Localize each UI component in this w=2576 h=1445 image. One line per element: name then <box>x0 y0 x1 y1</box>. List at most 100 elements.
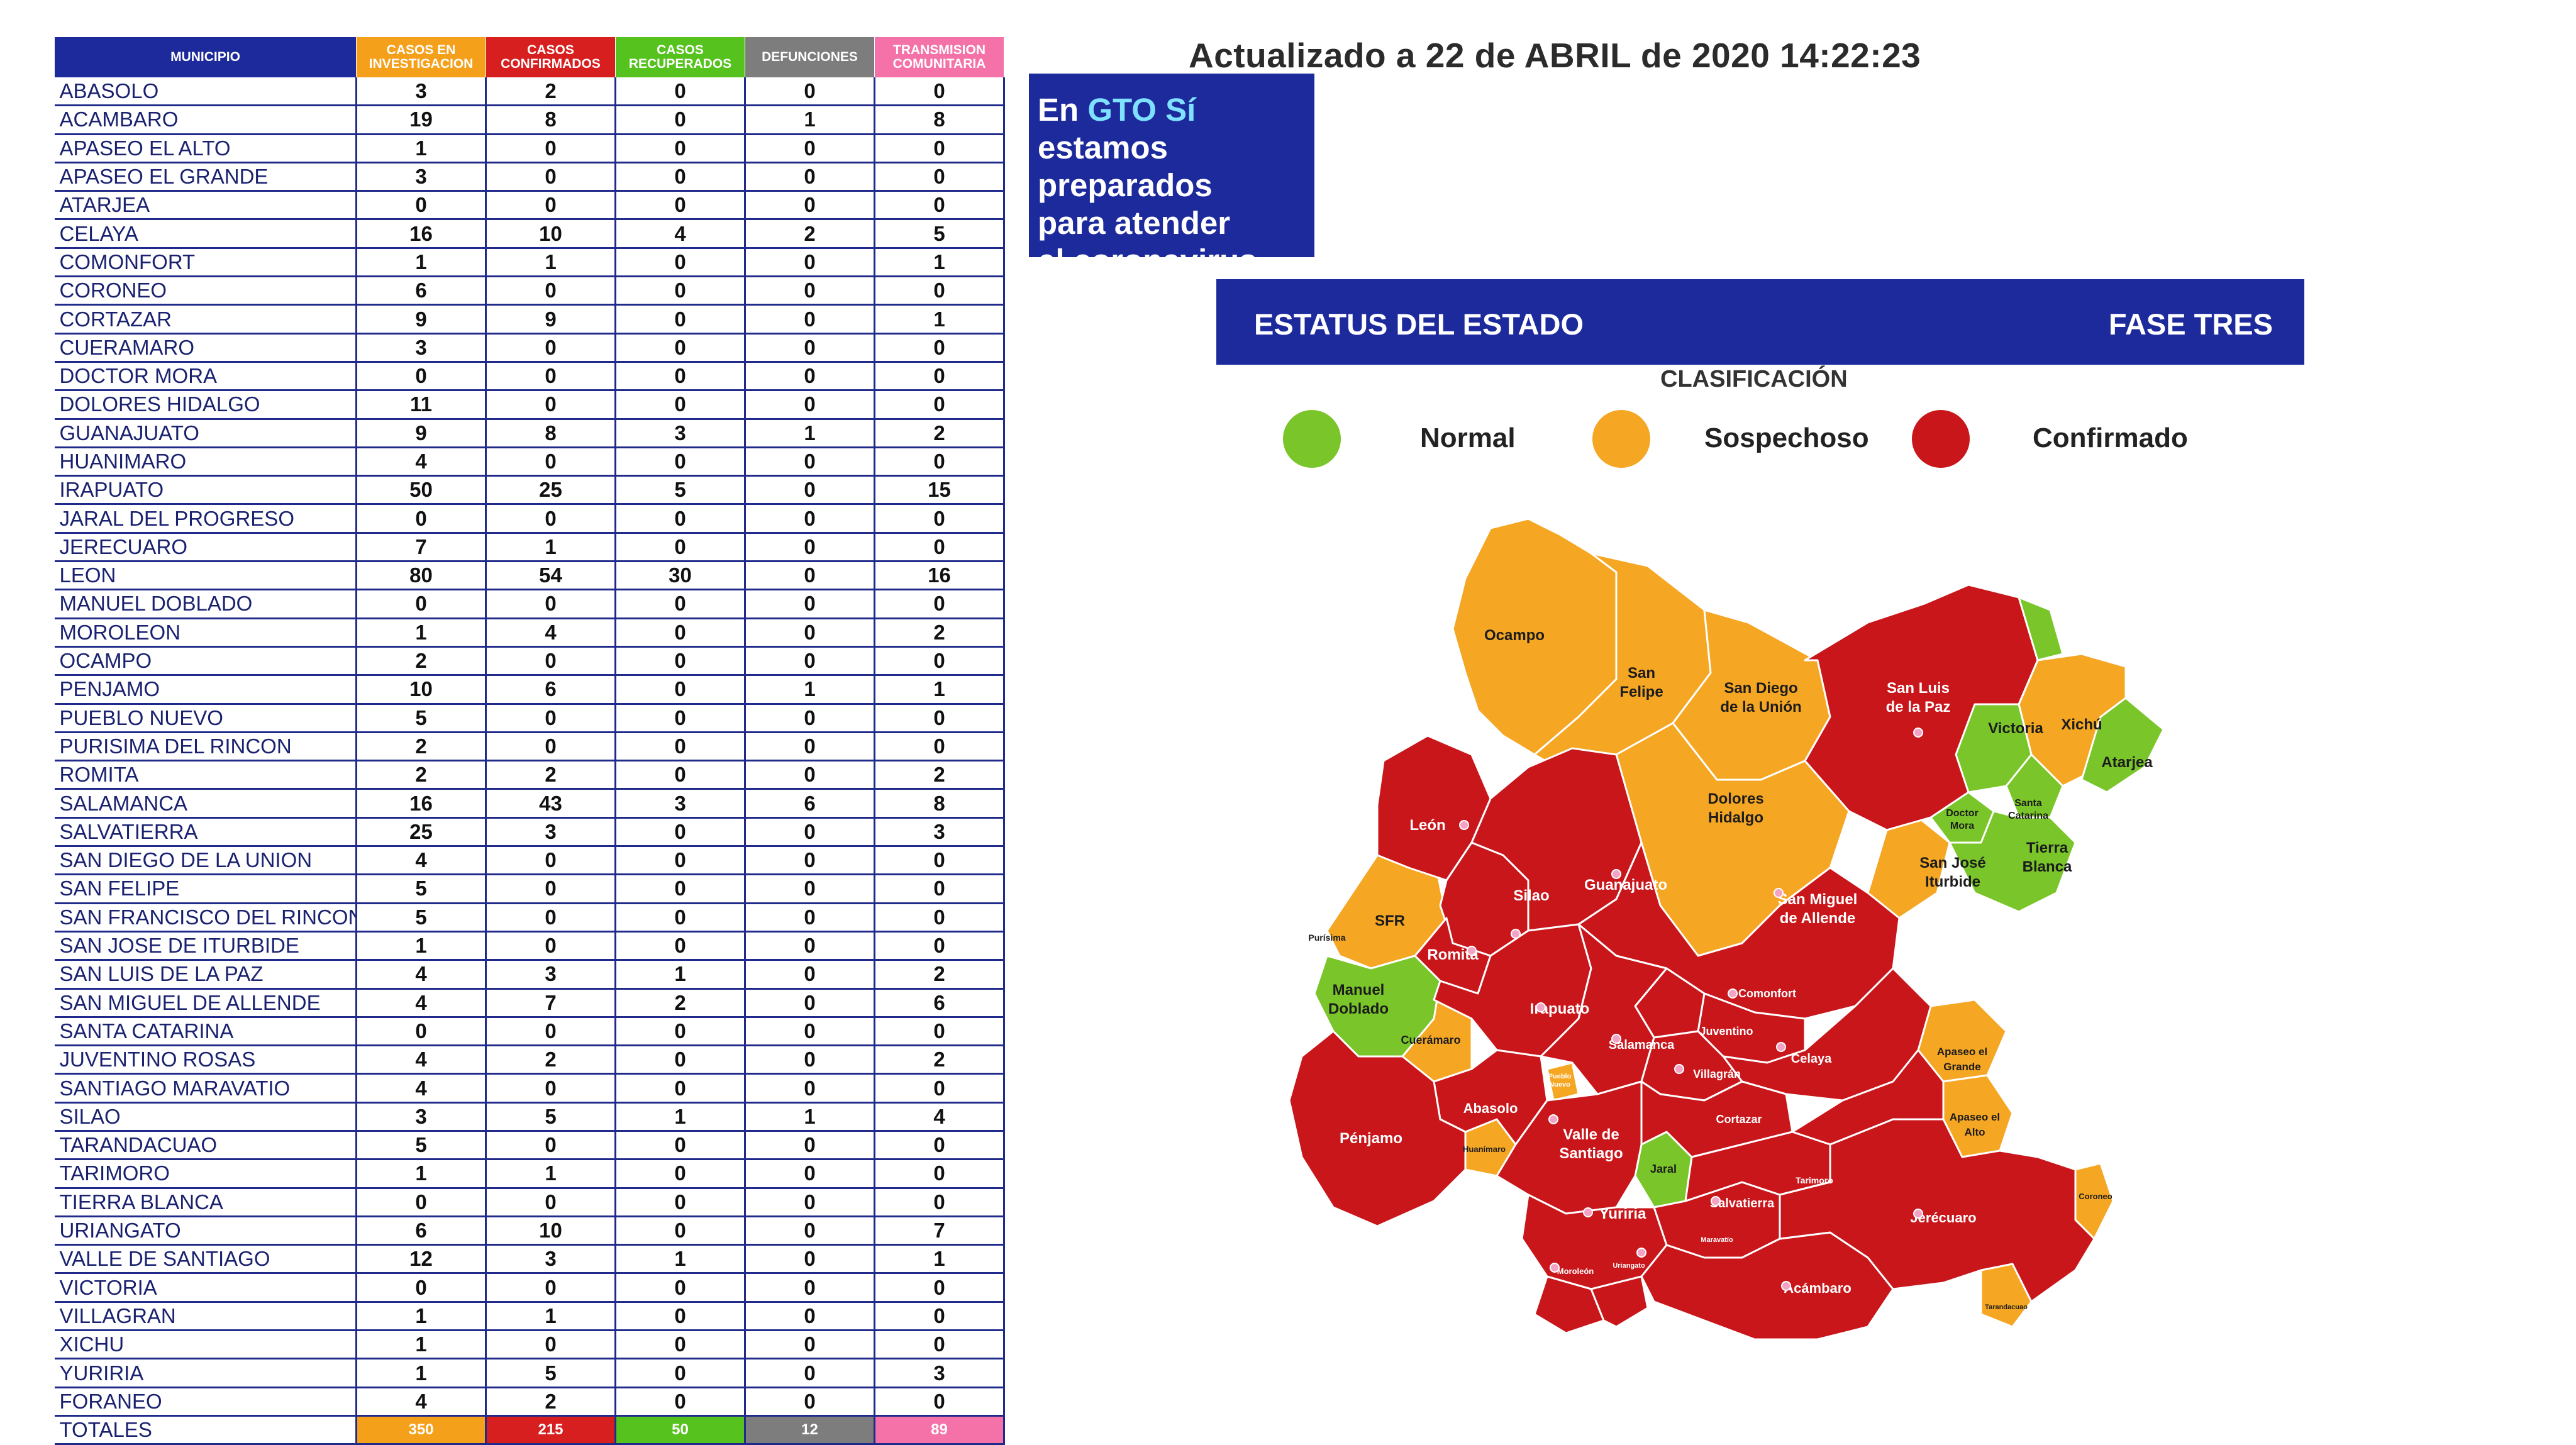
cell-value: 0 <box>486 704 616 733</box>
map-label-leon: León <box>1409 817 1445 834</box>
stat-label: Casos recuperados <box>2233 101 2336 142</box>
legend-confirmado-label: Confirmado <box>2033 423 2188 453</box>
cell-value: 4 <box>356 1045 487 1075</box>
cell-value: 3 <box>356 1102 487 1132</box>
cell-municipio: SAN MIGUEL DE ALLENDE <box>54 988 357 1018</box>
cell-value: 0 <box>874 134 1005 163</box>
cell-municipio: VICTORIA <box>54 1273 357 1303</box>
cell-value: 0 <box>745 1330 875 1360</box>
cell-value: 2 <box>486 1387 616 1417</box>
cell-value: 5 <box>356 874 487 904</box>
map-label-doctor-mora: Doctor Mora <box>1946 808 1979 831</box>
table-row: SAN DIEGO DE LA UNION 4 0 0 0 0 <box>54 846 1005 876</box>
slogan-line-1: En GTO Sí estamos <box>1038 92 1196 165</box>
cell-value: 16 <box>356 789 487 819</box>
cell-municipio: TOTALES <box>54 1415 357 1445</box>
cell-value: 0 <box>615 931 746 961</box>
cell-value: 1 <box>356 618 487 648</box>
cell-value: 0 <box>486 903 616 933</box>
cell-value: 0 <box>874 646 1005 677</box>
cell-value: 0 <box>615 1387 746 1417</box>
cell-value: 1 <box>745 1102 875 1132</box>
stat-divider <box>1596 148 1777 150</box>
table-row: ABASOLO 3 2 0 0 0 <box>54 77 1005 107</box>
cell-municipio: APASEO EL GRANDE <box>54 162 357 192</box>
region-manuel-doblado <box>1313 955 1441 1058</box>
cell-municipio: MANUEL DOBLADO <box>54 589 357 619</box>
legend-title: CLASIFICACIÓN <box>1660 366 1848 392</box>
slogan-line-2: preparados <box>1038 167 1213 203</box>
city-dot <box>1913 728 1923 738</box>
cell-value: 0 <box>745 1244 875 1275</box>
city-dot <box>1774 888 1784 898</box>
cell-value: 0 <box>745 304 875 335</box>
cell-value: 0 <box>745 248 875 278</box>
cell-value: 1 <box>356 931 487 961</box>
cell-municipio: TARIMORO <box>54 1159 357 1189</box>
cell-value: 0 <box>356 504 487 534</box>
cell-value: 0 <box>615 1302 746 1332</box>
cell-value: 6 <box>356 276 487 306</box>
col-header-municipio: MUNICIPIO <box>54 36 357 78</box>
cell-value: 0 <box>615 162 746 192</box>
cell-value: 5 <box>356 903 487 933</box>
cell-value: 0 <box>874 874 1005 904</box>
cell-value: 2 <box>486 77 616 107</box>
table-row: JUVENTINO ROSAS 4 2 0 0 2 <box>54 1045 1005 1075</box>
city-dot <box>1913 1209 1923 1219</box>
cell-municipio: SALVATIERRA <box>54 817 357 848</box>
cell-value: 43 <box>486 789 616 819</box>
cases-by-municipality-table: MUNICIPIO CASOS EN INVESTIGACION CASOS CON… <box>54 36 1005 1445</box>
cell-value: 10 <box>486 1216 616 1246</box>
stat-divider <box>2386 148 2533 150</box>
cell-value: 0 <box>615 874 746 904</box>
region-tierra-blanca <box>1948 810 2077 913</box>
cell-value: 9 <box>356 419 487 448</box>
map-city-dots <box>1459 728 1923 1291</box>
cell-value: 1 <box>356 1159 487 1189</box>
cell-value: 0 <box>615 1045 746 1075</box>
cell-value: 0 <box>615 817 746 848</box>
cell-value: 2 <box>874 419 1005 448</box>
cell-value: 0 <box>486 874 616 904</box>
state-status-bar: ESTATUS DEL ESTADO FASE TRES <box>1216 279 2304 365</box>
stat-card-confirmados: Casos confirmados 215 <box>1794 74 1976 256</box>
cell-value: 0 <box>874 1131 1005 1161</box>
region-penjamo <box>1288 1030 1467 1227</box>
cell-municipio: SAN DIEGO DE LA UNION <box>54 846 357 876</box>
cell-value: 0 <box>356 191 487 221</box>
table-row: SILAO 3 5 1 1 4 <box>54 1102 1005 1132</box>
cell-municipio: CELAYA <box>54 219 357 249</box>
cell-municipio: MOROLEON <box>54 618 357 648</box>
stat-divider <box>2211 148 2358 150</box>
cell-value: 0 <box>356 1188 487 1217</box>
col-header-transmision: TRANSMISION COMUNITARIA <box>874 36 1004 78</box>
map-label-victoria: Victoria <box>1988 720 2043 737</box>
city-dot <box>1711 1196 1721 1206</box>
legend-normal-dot <box>1283 410 1341 468</box>
city-dot <box>1728 988 1738 999</box>
table-row: PURISIMA DEL RINCON 2 0 0 0 0 <box>54 732 1005 762</box>
cell-value: 0 <box>874 1017 1005 1047</box>
cell-value: 1 <box>486 1159 616 1189</box>
map-label-yuriria: Yuriria <box>1599 1205 1646 1222</box>
cell-municipio: CORONEO <box>54 276 357 306</box>
cell-value: 3 <box>615 419 746 448</box>
cell-value: 0 <box>615 1073 746 1104</box>
cell-value: 0 <box>874 533 1005 563</box>
cell-value: 215 <box>486 1415 616 1445</box>
cell-value: 0 <box>745 1131 875 1161</box>
cell-value: 0 <box>745 1387 875 1417</box>
cell-value: 4 <box>615 219 746 249</box>
cell-value: 0 <box>874 333 1005 363</box>
table-row: SAN FELIPE 5 0 0 0 0 <box>54 874 1005 904</box>
city-dot <box>1636 1248 1646 1258</box>
city-dot <box>1611 869 1621 879</box>
table-row: HUANIMARO 4 0 0 0 0 <box>54 447 1005 477</box>
cell-value: 0 <box>874 447 1005 477</box>
cell-value: 0 <box>615 276 746 306</box>
cell-value: 30 <box>615 561 746 591</box>
stat-divider <box>1992 148 2184 150</box>
table-row: APASEO EL GRANDE 3 0 0 0 0 <box>54 162 1005 192</box>
cell-value: 1 <box>356 1330 487 1360</box>
